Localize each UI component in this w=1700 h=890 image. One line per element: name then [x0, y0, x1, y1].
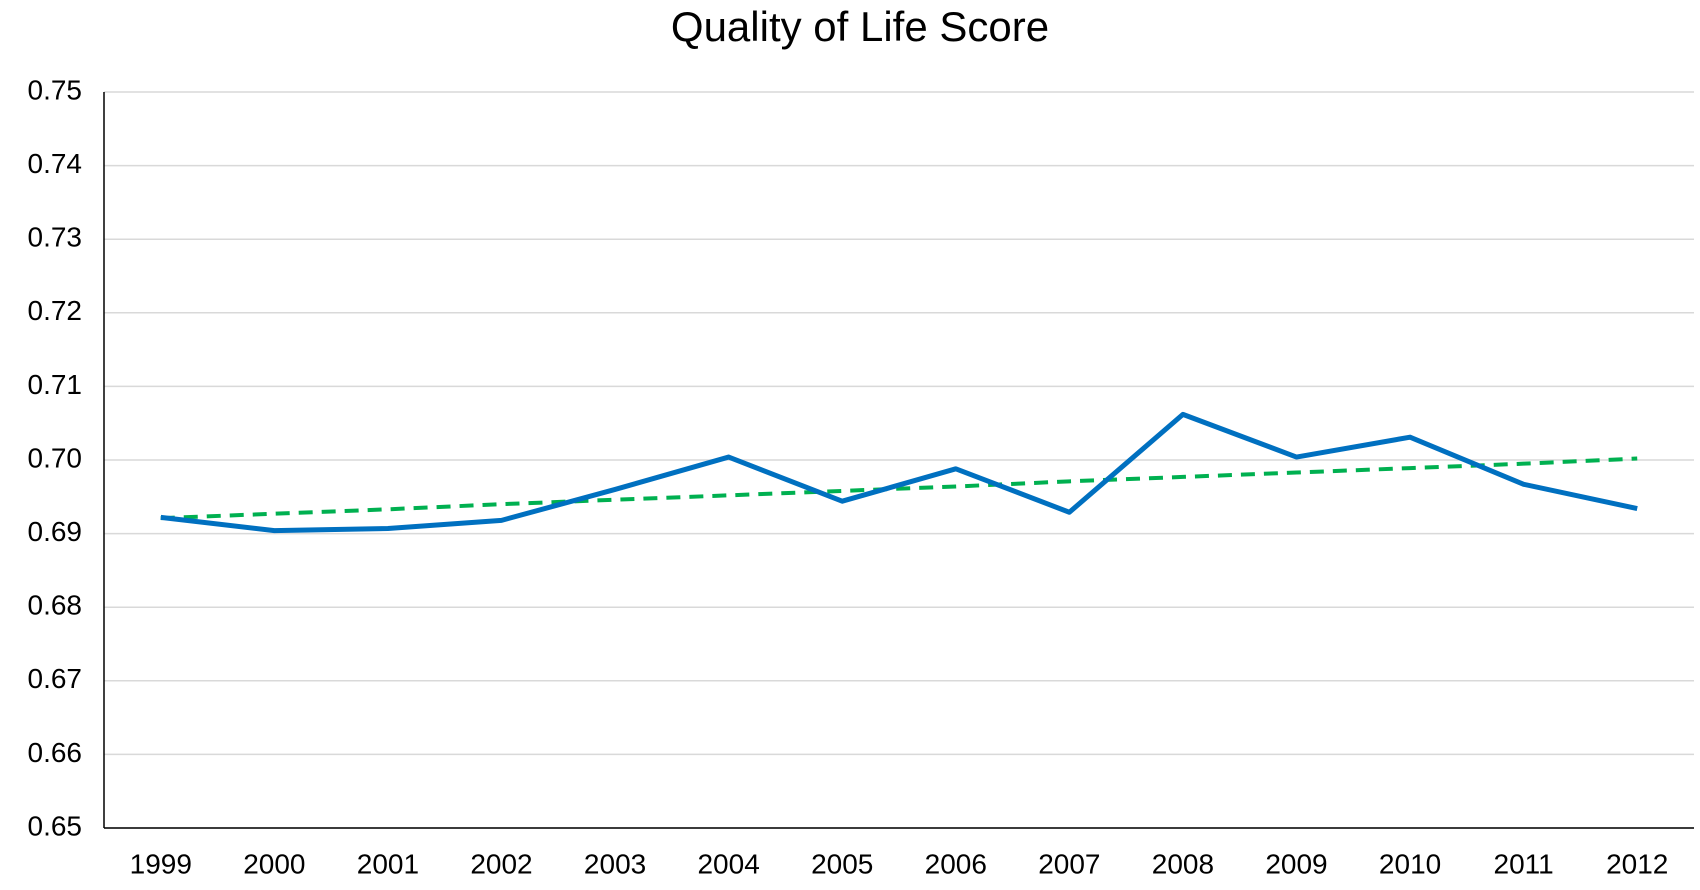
x-tick-label: 2011 [1494, 848, 1554, 879]
x-tick-label: 2012 [1606, 848, 1668, 879]
x-tick-label: 2010 [1379, 848, 1441, 879]
x-tick-label: 2000 [243, 848, 305, 879]
x-tick-label: 2004 [697, 848, 759, 879]
x-tick-label: 2002 [470, 848, 532, 879]
x-tick-label: 2007 [1038, 848, 1100, 879]
y-tick-label: 0.68 [28, 590, 83, 621]
x-tick-label: 2005 [811, 848, 873, 879]
y-tick-label: 0.65 [28, 810, 83, 841]
y-tick-label: 0.73 [28, 222, 83, 253]
x-tick-label: 2003 [584, 848, 646, 879]
y-tick-label: 0.70 [28, 442, 83, 473]
y-tick-label: 0.71 [28, 369, 83, 400]
y-tick-label: 0.69 [28, 516, 83, 547]
data-line [160, 411, 1638, 534]
x-tick-label: 2009 [1265, 848, 1327, 879]
x-tick-label: 2001 [357, 848, 419, 879]
x-tick-label: 1999 [130, 848, 192, 879]
y-tick-label: 0.72 [28, 295, 83, 326]
y-tick-label: 0.74 [28, 148, 83, 179]
y-tick-label: 0.75 [28, 74, 83, 105]
x-tick-label: 2008 [1152, 848, 1214, 879]
x-tick-label: 2006 [925, 848, 987, 879]
trendline [160, 456, 1638, 521]
y-tick-label: 0.66 [28, 737, 83, 768]
y-tick-label: 0.67 [28, 663, 83, 694]
chart-title: Quality of Life Score [671, 3, 1049, 50]
